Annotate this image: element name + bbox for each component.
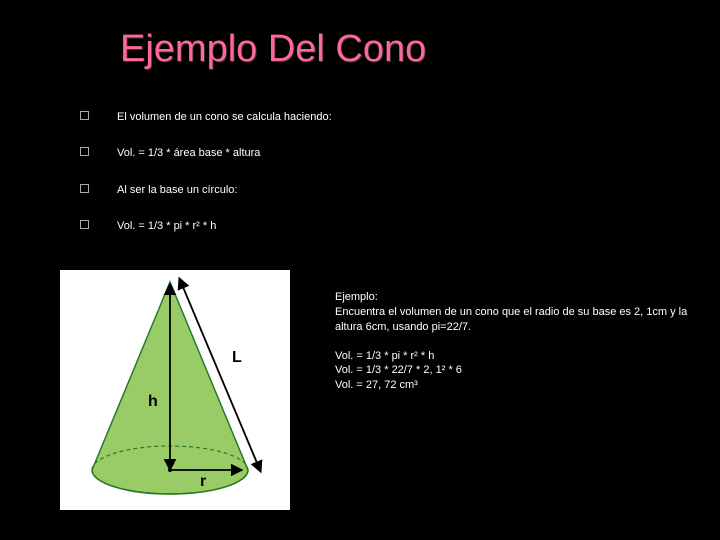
cone-diagram: L h r xyxy=(60,270,290,510)
list-item: Al ser la base un círculo: xyxy=(80,183,640,197)
example-prompt-text: Encuentra el volumen de un cono que el r… xyxy=(335,306,687,333)
label-r: r xyxy=(200,473,206,490)
list-item: Vol. = 1/3 * pi * r² * h xyxy=(80,219,640,233)
bullet-text: Vol. = 1/3 * pi * r² * h xyxy=(117,219,216,233)
example-prompt: Ejemplo: Encuentra el volumen de un cono… xyxy=(335,290,705,335)
center-dot xyxy=(168,468,172,472)
label-L: L xyxy=(232,349,242,366)
bullet-icon xyxy=(80,111,89,120)
bullet-icon xyxy=(80,220,89,229)
list-item: El volumen de un cono se calcula haciend… xyxy=(80,110,640,124)
example-heading: Ejemplo: xyxy=(335,291,378,303)
example-block: Ejemplo: Encuentra el volumen de un cono… xyxy=(335,290,705,407)
bullet-icon xyxy=(80,147,89,156)
calc-line-2: Vol. = 1/3 * 22/7 * 2, 1² * 6 xyxy=(335,364,462,376)
example-calc: Vol. = 1/3 * pi * r² * h Vol. = 1/3 * 22… xyxy=(335,349,705,394)
bullet-text: El volumen de un cono se calcula haciend… xyxy=(117,110,332,124)
calc-line-1: Vol. = 1/3 * pi * r² * h xyxy=(335,350,434,362)
label-h: h xyxy=(148,393,158,410)
list-item: Vol. = 1/3 * área base * altura xyxy=(80,146,640,160)
page-title: Ejemplo Del Cono xyxy=(120,28,426,71)
bullet-list: El volumen de un cono se calcula haciend… xyxy=(80,110,640,255)
bullet-text: Al ser la base un círculo: xyxy=(117,183,237,197)
bullet-icon xyxy=(80,184,89,193)
bullet-text: Vol. = 1/3 * área base * altura xyxy=(117,146,260,160)
calc-line-3: Vol. = 27, 72 cm³ xyxy=(335,379,418,391)
cone-svg: L h r xyxy=(60,270,290,510)
